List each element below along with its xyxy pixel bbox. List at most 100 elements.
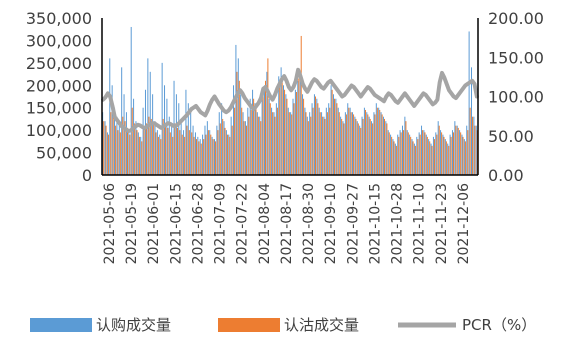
call-bar <box>323 116 325 175</box>
put-bar <box>219 123 221 175</box>
call-bar <box>437 121 439 175</box>
x-tick-label: 2021-10-15 <box>367 183 383 264</box>
put-bar <box>381 114 383 175</box>
put-bar <box>250 109 252 175</box>
call-bar <box>471 67 472 175</box>
put-bar <box>186 125 188 175</box>
call-bar <box>237 58 239 176</box>
call-bar <box>380 112 382 175</box>
put-bar <box>119 132 121 175</box>
put-bar <box>279 85 281 175</box>
put-bar <box>417 139 419 175</box>
put-bar <box>117 130 119 175</box>
legend: 认购成交量 认沽成交量 PCR（%） <box>30 316 536 334</box>
put-bar <box>388 132 390 175</box>
put-bar <box>167 127 169 175</box>
put-bar <box>429 141 431 175</box>
call-bar <box>135 121 137 175</box>
call-bar <box>435 132 437 175</box>
put-bar <box>217 130 219 175</box>
left-y-tick-label: 100,000 <box>26 121 92 140</box>
put-bar <box>205 134 207 175</box>
put-bar <box>469 107 471 175</box>
call-bar <box>428 139 430 175</box>
put-bar <box>179 130 181 175</box>
pcr-line <box>101 67 479 134</box>
call-bar <box>401 125 403 175</box>
put-bar <box>374 114 376 175</box>
put-bar <box>284 89 286 175</box>
put-bar <box>443 136 445 175</box>
call-bar <box>142 107 144 175</box>
call-bar <box>361 116 363 175</box>
put-bar <box>431 145 433 175</box>
call-bar <box>240 94 242 175</box>
call-bar <box>387 130 389 175</box>
put-bar <box>267 58 269 176</box>
call-bar <box>130 26 132 175</box>
x-tick-label: 2021-06-01 <box>146 183 162 264</box>
put-bar <box>398 136 400 175</box>
call-bar <box>397 134 399 175</box>
call-bar <box>209 130 211 175</box>
call-bar <box>252 89 254 175</box>
call-bar <box>280 67 282 175</box>
put-bar <box>215 141 217 175</box>
put-bar <box>146 123 148 175</box>
call-bar <box>180 121 182 175</box>
call-bar <box>164 85 166 175</box>
call-bar <box>111 85 113 175</box>
put-bar <box>291 114 293 175</box>
call-bar <box>235 44 237 175</box>
put-bar <box>319 112 321 175</box>
put-bar <box>141 141 143 175</box>
put-bar <box>200 143 202 175</box>
call-bar <box>359 125 361 175</box>
put-bar <box>238 80 240 175</box>
call-bar <box>185 89 187 175</box>
put-bar <box>462 136 464 175</box>
call-bar <box>394 143 396 175</box>
call-bar <box>123 94 125 175</box>
put-bar <box>453 132 455 175</box>
call-bar <box>440 130 442 175</box>
put-bar <box>467 130 469 175</box>
put-bar <box>115 125 117 175</box>
call-bar <box>330 85 332 175</box>
left-y-tick-label: 50,000 <box>36 144 92 163</box>
put-bar <box>153 123 155 175</box>
put-bar <box>155 132 157 175</box>
call-bar <box>104 121 106 175</box>
put-bar <box>126 127 128 175</box>
call-bar <box>447 143 449 175</box>
put-bar <box>198 141 200 175</box>
put-bar <box>184 136 186 175</box>
put-bar <box>348 107 350 175</box>
put-bar <box>384 118 385 175</box>
call-bar <box>406 130 408 175</box>
call-bar <box>399 130 401 175</box>
call-bar <box>199 139 201 175</box>
put-bar <box>165 123 167 175</box>
put-bar <box>212 139 214 175</box>
right-y-tick-label: 50.00 <box>488 127 534 146</box>
put-bar <box>245 125 247 175</box>
put-bar <box>210 134 212 175</box>
call-bar <box>202 134 204 175</box>
call-bar <box>421 125 423 175</box>
call-bar <box>456 125 458 175</box>
put-bar <box>362 118 364 175</box>
call-bar <box>325 107 327 175</box>
call-bar <box>321 112 323 175</box>
put-bar <box>174 123 176 175</box>
call-bar <box>156 130 158 175</box>
call-bar <box>125 112 127 175</box>
call-bar <box>166 98 168 175</box>
call-bar <box>473 116 475 175</box>
call-bar <box>204 125 206 175</box>
call-bar <box>418 132 420 175</box>
put-bar <box>441 132 443 175</box>
call-bar <box>354 116 356 175</box>
put-bar <box>422 130 424 175</box>
